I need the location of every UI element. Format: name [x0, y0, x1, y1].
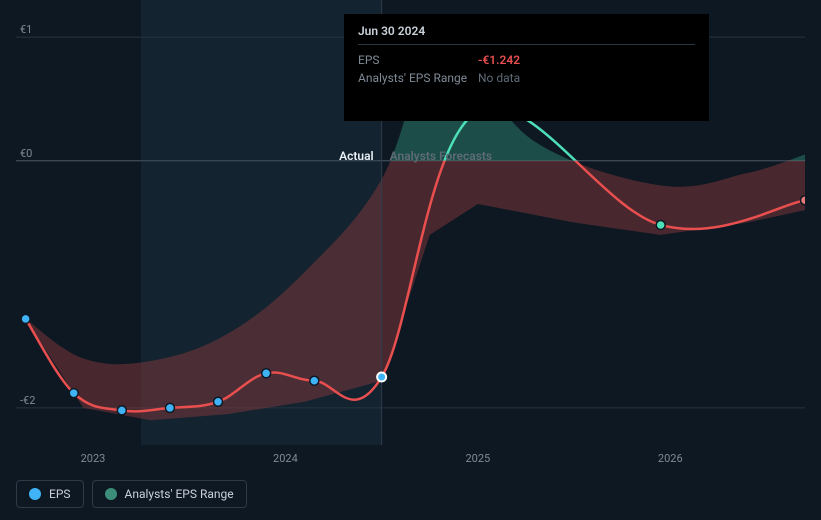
legend-item-eps[interactable]: EPS	[16, 480, 84, 508]
tooltip-value: -€1.242	[478, 53, 520, 67]
tooltip-value: No data	[478, 71, 520, 85]
y-axis-label: -€2	[20, 394, 35, 407]
legend-label: EPS	[49, 487, 71, 501]
legend-swatch	[29, 488, 41, 500]
legend-label: Analysts' EPS Range	[125, 487, 234, 501]
x-axis-label: 2023	[81, 452, 106, 465]
y-axis-label: €1	[20, 23, 32, 36]
tooltip-date: Jun 30 2024	[358, 24, 695, 45]
section-label-forecast: Analysts Forecasts	[390, 149, 492, 163]
chart-tooltip: Jun 30 2024 EPS -€1.242 Analysts' EPS Ra…	[344, 14, 709, 121]
tooltip-row-eps: EPS -€1.242	[358, 51, 695, 69]
tooltip-key: Analysts' EPS Range	[358, 71, 478, 85]
section-label-actual: Actual	[339, 149, 374, 163]
chart-legend: EPS Analysts' EPS Range	[16, 480, 247, 508]
tooltip-row-range: Analysts' EPS Range No data	[358, 69, 695, 87]
tooltip-key: EPS	[358, 53, 478, 67]
x-axis-label: 2026	[658, 452, 683, 465]
x-axis-label: 2024	[273, 452, 298, 465]
y-axis-label: €0	[20, 147, 32, 160]
legend-swatch	[105, 488, 117, 500]
legend-item-range[interactable]: Analysts' EPS Range	[92, 480, 247, 508]
x-axis-label: 2025	[465, 452, 490, 465]
